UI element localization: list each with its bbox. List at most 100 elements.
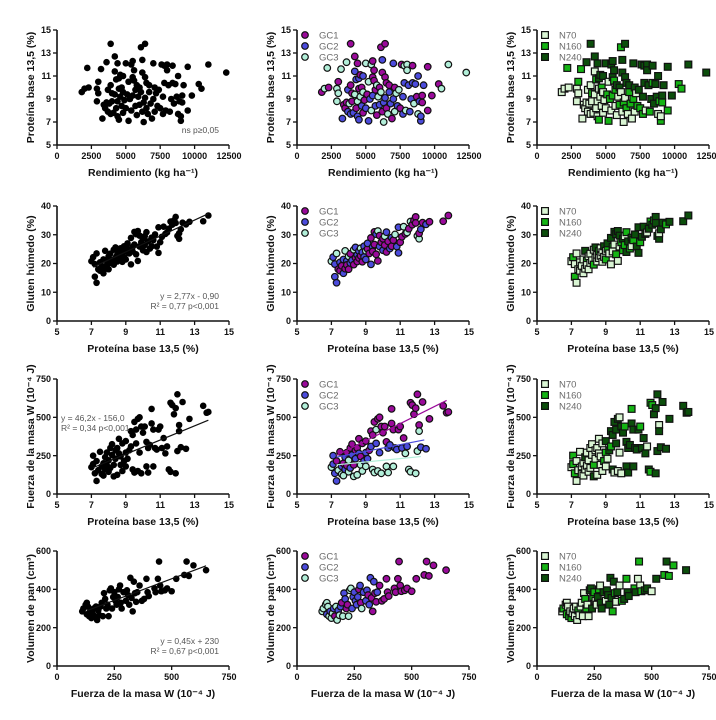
- data-point-N160: [645, 107, 654, 116]
- data-point: [145, 88, 153, 96]
- x-tick-label: 9: [123, 327, 128, 337]
- x-tick-label: 5: [54, 327, 59, 337]
- data-point-GC2: [405, 107, 414, 116]
- data-point-GC3: [391, 230, 399, 239]
- y-axis-label: Proteína base 13,5 (%): [25, 32, 37, 143]
- legend-marker-N160: [540, 41, 549, 50]
- data-point-N160: [594, 115, 603, 124]
- y-axis-label: Proteína base 13,5 (%): [265, 32, 277, 143]
- data-point-GC2: [367, 260, 375, 269]
- y-tick-label: 5: [526, 140, 531, 150]
- legend-label-GC1: GC1: [319, 552, 339, 563]
- data-point-GC2: [356, 581, 364, 590]
- data-point: [93, 457, 100, 465]
- data-point: [132, 598, 140, 606]
- data-point: [148, 420, 155, 427]
- data-point: [113, 471, 121, 479]
- x-tick-label: 0: [534, 151, 539, 161]
- data-point-GC2: [332, 477, 341, 485]
- data-point: [130, 66, 138, 74]
- data-point: [172, 80, 179, 88]
- legend-marker-N160: [540, 218, 549, 227]
- data-point-GC3: [361, 462, 370, 471]
- data-point: [127, 443, 135, 450]
- legend-label-N70: N70: [559, 380, 576, 391]
- data-point: [143, 104, 150, 112]
- y-axis-label: Volumen de pan (cm³): [505, 554, 517, 663]
- data-point-N70: [578, 114, 587, 123]
- x-axis-label: Rendimiento (kg ha⁻¹): [328, 167, 438, 179]
- data-point: [91, 273, 99, 281]
- data-point-N240: [663, 62, 672, 71]
- x-tick-label: 13: [670, 500, 680, 510]
- fit-line-all: [86, 565, 207, 612]
- y-tick-label: 400: [516, 585, 531, 595]
- legend-label-N70: N70: [559, 207, 576, 218]
- data-point-N160: [604, 116, 613, 125]
- annotation-text: y = 0,45x + 230: [160, 636, 219, 646]
- data-point: [139, 56, 146, 64]
- data-point: [141, 73, 149, 81]
- y-tick-label: 10: [281, 287, 291, 297]
- data-point-N240: [653, 390, 662, 399]
- data-point-N240: [639, 434, 648, 443]
- data-point-N240: [605, 600, 614, 609]
- x-tick-label: 11: [155, 327, 165, 337]
- panel-r2c1: 0 10 20 30 40 5 7 9 11 13 15 Proteína base 13,5 (%)…: [25, 201, 234, 355]
- data-point-GC1: [399, 434, 408, 442]
- data-point: [172, 219, 179, 227]
- x-tick-label: 12500: [696, 151, 716, 161]
- x-tick-label: 5: [534, 500, 539, 510]
- legend-marker-GC2: [301, 391, 309, 399]
- data-point-GC1: [411, 404, 420, 413]
- y-tick-label: 400: [36, 585, 51, 595]
- legend-marker-GC3: [301, 402, 309, 410]
- data-point: [103, 58, 110, 66]
- data-point: [172, 470, 179, 477]
- legend-label-GC1: GC1: [319, 207, 339, 218]
- data-point-N160: [612, 250, 621, 259]
- data-point: [113, 444, 121, 452]
- data-point-GC1: [381, 39, 389, 48]
- data-point-N160: [627, 404, 636, 413]
- y-tick-label: 9: [526, 94, 531, 104]
- data-point-N240: [651, 80, 660, 89]
- legend-label-N240: N240: [559, 402, 582, 413]
- data-point-GC1: [439, 217, 448, 226]
- data-point-N240: [665, 217, 674, 226]
- data-point-GC1: [423, 106, 432, 115]
- data-point: [175, 421, 183, 429]
- data-point: [182, 445, 190, 453]
- data-point-GC2: [399, 92, 407, 101]
- data-point: [132, 440, 140, 447]
- data-point-GC1: [424, 572, 433, 580]
- y-tick-label: 13: [41, 48, 51, 58]
- data-point-GC3: [411, 469, 420, 478]
- x-tick-label: 7: [569, 500, 574, 510]
- data-point-N160: [664, 571, 673, 580]
- data-point-GC3: [444, 60, 453, 69]
- data-point-N160: [622, 228, 631, 237]
- y-tick-label: 200: [36, 623, 51, 633]
- data-point-N240: [679, 217, 688, 226]
- data-point: [132, 426, 140, 433]
- data-point: [89, 452, 97, 459]
- y-axis-label: Gluten húmedo (%): [505, 215, 517, 311]
- data-point: [110, 461, 118, 469]
- y-tick-label: 250: [276, 451, 291, 461]
- y-tick-label: 40: [281, 201, 291, 211]
- data-point-GC1: [411, 219, 420, 227]
- x-tick-label: 2500: [561, 151, 581, 161]
- data-point-GC2: [369, 577, 378, 586]
- data-point: [172, 213, 179, 221]
- y-axis-label: Fuerza de la masa W (10⁻⁴ J): [25, 364, 37, 508]
- data-point-N70: [619, 117, 628, 126]
- y-axis-label: Volumen de pan (cm³): [25, 554, 37, 663]
- data-point: [153, 446, 161, 453]
- data-point: [172, 404, 179, 412]
- data-point: [107, 40, 114, 48]
- legend-marker-N70: [540, 380, 549, 389]
